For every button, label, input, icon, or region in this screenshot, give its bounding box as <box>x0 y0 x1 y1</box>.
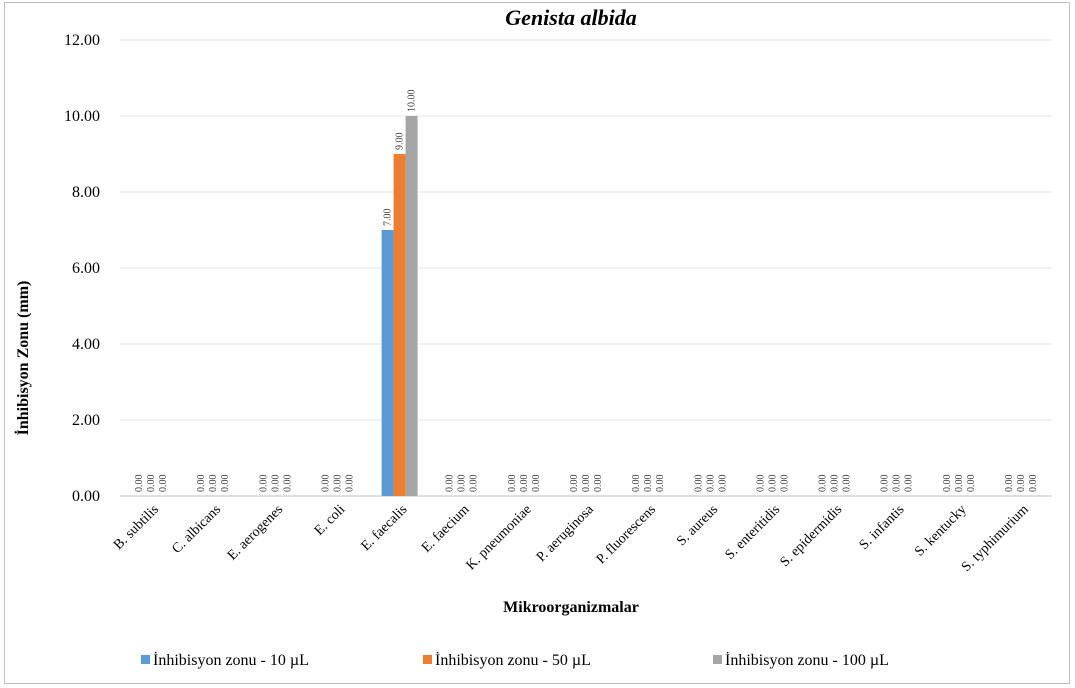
y-tick-label: 12.00 <box>64 32 100 49</box>
data-label: 0.00 <box>705 475 716 493</box>
data-label: 0.00 <box>282 475 293 493</box>
data-label: 0.00 <box>693 475 704 493</box>
legend-label: İnhibisyon zonu - 100 µL <box>725 651 889 669</box>
data-label: 0.00 <box>892 475 903 493</box>
data-label: 0.00 <box>344 475 355 493</box>
x-category-label: C. albicans <box>169 502 224 557</box>
legend-swatch <box>713 655 722 664</box>
legend-label: İnhibisyon zonu - 50 µL <box>435 651 591 669</box>
data-label: 0.00 <box>830 475 841 493</box>
data-label: 0.00 <box>1028 475 1039 493</box>
gridlines <box>120 39 1052 497</box>
y-tick-label: 2.00 <box>72 412 100 429</box>
data-label: 0.00 <box>593 475 604 493</box>
legend-swatch <box>423 655 432 664</box>
y-axis-title: İnhibisyon Zonu (mm) <box>13 281 32 436</box>
legend: İnhibisyon zonu - 10 µL İnhibisyon zonu -… <box>141 651 889 669</box>
data-label: 0.00 <box>445 475 456 493</box>
chart-title: Genista albida <box>505 5 636 30</box>
data-label: 0.00 <box>842 475 853 493</box>
data-label: 0.00 <box>320 475 331 493</box>
data-label: 0.00 <box>717 475 728 493</box>
data-label: 0.00 <box>643 475 654 493</box>
data-label: 0.00 <box>519 475 530 493</box>
data-labels: 0.00 0.00 0.00 0.00 0.00 0.00 0.00 0.00 0.00 0.00… <box>134 90 1039 493</box>
data-label: 7.00 <box>383 209 394 227</box>
data-label: 0.00 <box>904 475 915 493</box>
data-label: 0.00 <box>158 475 169 493</box>
legend-label: İnhibisyon zonu - 10 µL <box>153 651 309 669</box>
data-label: 0.00 <box>220 475 231 493</box>
x-category-label: S. kentucky <box>912 502 969 559</box>
data-label: 0.00 <box>1016 475 1027 493</box>
y-tick-label: 10.00 <box>64 108 100 125</box>
data-label: 0.00 <box>469 475 480 493</box>
data-label: 0.00 <box>332 475 343 493</box>
x-category-label: E. faecium <box>419 502 473 556</box>
chart-frame <box>4 2 1070 684</box>
data-label: 0.00 <box>507 475 518 493</box>
data-label: 10.00 <box>407 90 418 113</box>
data-label: 0.00 <box>655 475 666 493</box>
x-category-label: S. infantis <box>857 502 908 553</box>
data-label: 0.00 <box>880 475 891 493</box>
legend-swatch <box>141 655 150 664</box>
data-label: 0.00 <box>942 475 953 493</box>
x-axis-title: Mikroorganizmalar <box>503 599 639 616</box>
bar <box>381 230 394 496</box>
x-category-label: K. pneumoniae <box>464 502 535 573</box>
x-category-label: E. aerogenes <box>225 502 286 563</box>
data-label: 0.00 <box>134 475 145 493</box>
data-label: 0.00 <box>258 475 269 493</box>
data-label: 0.00 <box>966 475 977 493</box>
x-category-label: P. fluorescens <box>594 502 659 567</box>
data-label: 0.00 <box>208 475 219 493</box>
x-category-label: E. faecalis <box>359 502 411 554</box>
data-label: 0.00 <box>581 475 592 493</box>
y-tick-label: 4.00 <box>72 336 100 353</box>
bar <box>405 116 418 496</box>
bars <box>381 116 418 496</box>
x-category-label: P. aeruginosa <box>534 502 597 565</box>
bar <box>393 154 406 496</box>
data-label: 0.00 <box>954 475 965 493</box>
x-category-label: E. coli <box>312 502 349 539</box>
data-label: 0.00 <box>767 475 778 493</box>
data-label: 0.00 <box>531 475 542 493</box>
data-label: 9.00 <box>395 133 406 151</box>
x-axis-categories: B. subtilis C. albicans E. aerogenes E. col… <box>111 502 1032 575</box>
y-tick-label: 8.00 <box>72 184 100 201</box>
data-label: 0.00 <box>1004 475 1015 493</box>
x-category-label: S. enteritidis <box>723 502 784 563</box>
x-category-label: S. typhimurium <box>959 502 1032 575</box>
x-category-label: S. aureus <box>674 502 721 549</box>
data-label: 0.00 <box>779 475 790 493</box>
data-label: 0.00 <box>457 475 468 493</box>
data-label: 0.00 <box>146 475 157 493</box>
data-label: 0.00 <box>631 475 642 493</box>
data-label: 0.00 <box>569 475 580 493</box>
y-tick-label: 6.00 <box>72 260 100 277</box>
y-tick-label: 0.00 <box>72 488 100 505</box>
data-label: 0.00 <box>755 475 766 493</box>
y-axis-ticks: 0.00 2.00 4.00 6.00 8.00 10.00 12.00 <box>64 32 100 505</box>
x-category-label: B. subtilis <box>111 502 162 553</box>
x-category-label: S. epidermidis <box>778 502 846 570</box>
data-label: 0.00 <box>270 475 281 493</box>
data-label: 0.00 <box>196 475 207 493</box>
data-label: 0.00 <box>818 475 829 493</box>
